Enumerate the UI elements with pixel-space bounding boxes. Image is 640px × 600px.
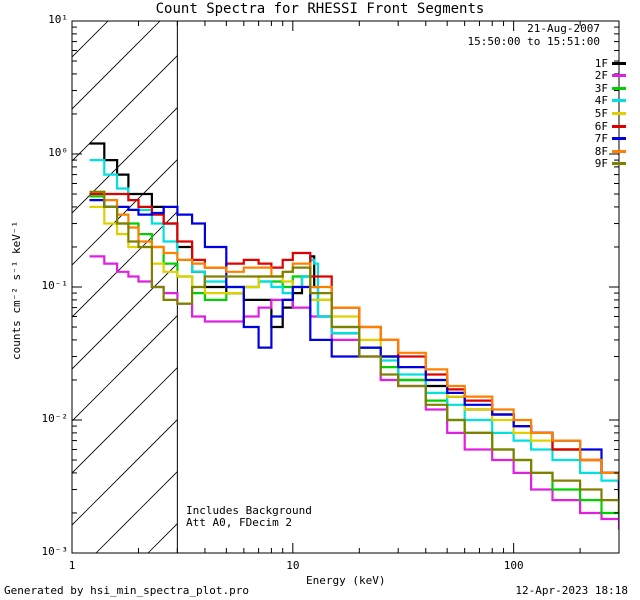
legend-label: 6F <box>594 119 608 133</box>
y-tick-label: 10⁻¹ <box>41 279 69 292</box>
series-line-7F <box>89 199 619 490</box>
legend-swatch <box>612 74 626 78</box>
x-tick-label: 1 <box>68 559 76 572</box>
legend-swatch <box>612 162 626 166</box>
legend-item-6F: 6F <box>594 119 626 133</box>
series-line-5F <box>89 205 619 490</box>
time-range-label: 15:50:00 to 15:51:00 <box>467 35 600 48</box>
legend-label: 1F <box>594 56 608 70</box>
legend-label: 7F <box>594 132 608 146</box>
y-tick-label: 10⁻³ <box>41 545 69 558</box>
legend-swatch <box>612 111 626 115</box>
y-axis-label: counts cm⁻² s⁻¹ keV⁻¹ <box>10 220 23 360</box>
legend-swatch <box>612 61 626 65</box>
legend-item-4F: 4F <box>594 94 626 108</box>
legend-swatch <box>612 124 626 128</box>
y-tick-label: 10⁰ <box>48 146 68 159</box>
legend-swatch <box>612 149 626 153</box>
legend-label: 3F <box>594 81 608 95</box>
legend-item-7F: 7F <box>594 132 626 146</box>
legend-label: 4F <box>594 94 608 108</box>
footer-timestamp: 12-Apr-2023 18:18 <box>515 584 628 597</box>
x-axis-label: Energy (keV) <box>306 574 386 587</box>
legend-swatch <box>612 86 626 90</box>
legend-item-5F: 5F <box>594 106 626 120</box>
annotation-background: Includes Background <box>186 504 312 517</box>
legend-label: 5F <box>594 106 608 120</box>
y-tick-label: 10¹ <box>48 13 68 26</box>
excluded-region-hatch <box>72 21 178 553</box>
x-tick-label: 100 <box>503 559 524 572</box>
series-line-6F <box>89 192 619 490</box>
legend-item-1F: 1F <box>594 56 626 70</box>
x-tick-label: 10 <box>286 559 300 572</box>
chart-title: Count Spectra for RHESSI Front Segments <box>155 1 485 17</box>
legend-item-8F: 8F <box>594 144 626 158</box>
legend-label: 9F <box>594 157 608 171</box>
legend-item-3F: 3F <box>594 81 626 95</box>
annotation-attenuator: Att A0, FDecim 2 <box>186 516 292 529</box>
series-line-2F <box>89 255 619 530</box>
series-line-3F <box>89 195 619 519</box>
legend-swatch <box>612 137 626 141</box>
series-line-1F <box>89 142 619 513</box>
legend-item-9F: 9F <box>594 157 626 171</box>
legend-label: 2F <box>594 69 608 83</box>
date-label: 21-Aug-2007 <box>527 22 600 35</box>
series-line-9F <box>89 190 619 513</box>
series-line-8F <box>89 190 619 481</box>
legend-label: 8F <box>594 144 608 158</box>
legend-item-2F: 2F <box>594 69 626 83</box>
footer-generated-by: Generated by hsi_min_spectra_plot.pro <box>4 584 250 597</box>
legend-swatch <box>612 99 626 103</box>
y-tick-label: 10⁻² <box>41 412 69 425</box>
